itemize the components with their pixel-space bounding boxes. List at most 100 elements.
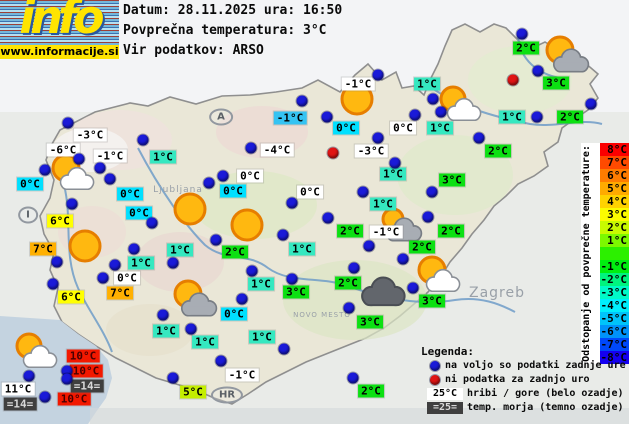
red-dot-icon <box>430 374 440 385</box>
temp-label: 0°C <box>221 307 247 321</box>
station-dot <box>422 211 434 223</box>
site-url-link[interactable]: www.informacije.si <box>0 45 119 59</box>
station-dot <box>146 217 158 229</box>
temp-label: -3°C <box>73 128 107 142</box>
temp-label: 6°C <box>58 290 84 304</box>
sun-cloud-gray-icon <box>160 269 224 331</box>
legend-item: 25°C hribi / gore (belo ozadje) <box>427 387 626 400</box>
station-dot <box>73 153 85 165</box>
station-dot <box>372 132 384 144</box>
station-dot <box>47 278 59 290</box>
station-dot <box>62 117 74 129</box>
temp-label: 1°C <box>370 197 396 211</box>
temp-label: 2°C <box>513 41 539 55</box>
temp-label: 1°C <box>153 324 179 338</box>
scale-band: -8°C <box>600 351 629 364</box>
temp-label: 10°C <box>66 349 100 363</box>
station-dot <box>128 243 140 255</box>
sun-icon <box>215 196 279 258</box>
temp-label: 1°C <box>380 167 406 181</box>
scale-band: -5°C <box>600 312 629 325</box>
station-dot <box>507 74 519 86</box>
temp-label: 2°C <box>485 144 511 158</box>
temp-label: 0°C <box>333 121 359 135</box>
station-dot <box>473 132 485 144</box>
temp-label: 2°C <box>557 110 583 124</box>
temp-label: -4°C <box>260 143 294 157</box>
legend-item-text: ni podatka za zadnjo uro <box>445 374 590 385</box>
header-avg-temp-line: Povprečna temperatura: 3°C <box>123 23 327 38</box>
station-dot <box>278 343 290 355</box>
temp-label: 0°C <box>126 206 152 220</box>
station-dot <box>61 365 73 377</box>
temp-label: 1°C <box>248 277 274 291</box>
station-dot <box>389 157 401 169</box>
station-dot <box>217 170 229 182</box>
station-dot <box>531 111 543 123</box>
temp-label: 2°C <box>222 245 248 259</box>
temp-label: 2°C <box>335 276 361 290</box>
station-dot <box>104 173 116 185</box>
station-dot <box>277 229 289 241</box>
legend-items: na voljo so podatki zadnje ure ni podatka… <box>421 359 626 414</box>
temp-label: -6°C <box>46 143 80 157</box>
station-dot <box>157 309 169 321</box>
legend-title: Legenda: <box>421 345 474 358</box>
sun-icon <box>53 217 117 279</box>
scale-band: -7°C <box>600 338 629 351</box>
scale-band: -2°C <box>600 273 629 286</box>
station-dot <box>167 372 179 384</box>
temp-label: -1°C <box>273 111 307 125</box>
sun-cloud-gray-icon <box>532 25 596 87</box>
station-dot <box>372 69 384 81</box>
temp-label: 2°C <box>358 384 384 398</box>
station-dot <box>357 186 369 198</box>
legend-chip: 25°C <box>427 387 463 400</box>
legend-item-text: na voljo so podatki zadnje ure <box>445 360 626 371</box>
temp-label: 10°C <box>69 364 103 378</box>
temp-label: 1°C <box>150 150 176 164</box>
station-dot <box>427 93 439 105</box>
logo-wordmark: info <box>19 0 104 44</box>
station-dot <box>426 186 438 198</box>
temp-label: 3°C <box>357 315 383 329</box>
temp-label: 1°C <box>427 121 453 135</box>
temp-label: 0°C <box>117 187 143 201</box>
station-dot <box>397 253 409 265</box>
station-dot <box>210 234 222 246</box>
scale-band: -1°C <box>600 260 629 273</box>
sun-cloud-icon <box>425 74 489 136</box>
station-dot <box>407 282 419 294</box>
station-dot <box>137 134 149 146</box>
road-marker: I <box>18 206 38 224</box>
station-dot <box>203 177 215 189</box>
temp-label: 7°C <box>30 242 56 256</box>
station-dot <box>516 28 528 40</box>
temp-label: 2°C <box>337 224 363 238</box>
temp-label: 0°C <box>390 121 416 135</box>
temp-label: 10°C <box>57 392 91 406</box>
station-dot <box>343 302 355 314</box>
station-dot <box>363 240 375 252</box>
legend-item: ni podatka za zadnjo uro <box>427 373 626 386</box>
station-dot <box>185 323 197 335</box>
station-dot <box>39 391 51 403</box>
station-dot <box>215 355 227 367</box>
temp-label: 3°C <box>543 76 569 90</box>
temp-label: 1°C <box>192 335 218 349</box>
station-dot <box>435 106 447 118</box>
station-dot <box>327 147 339 159</box>
station-dot <box>236 293 248 305</box>
scale-band: 3°C <box>600 208 629 221</box>
temp-label: 1°C <box>499 110 525 124</box>
scale-band: -3°C <box>600 286 629 299</box>
temp-label: 5°C <box>180 385 206 399</box>
temp-label: 2°C <box>438 224 464 238</box>
station-dot <box>23 370 35 382</box>
station-dot <box>167 257 179 269</box>
station-dot <box>97 272 109 284</box>
station-dot <box>39 164 51 176</box>
city-label: Ljubljana <box>153 185 203 195</box>
legend-chip: =25= <box>427 401 463 414</box>
